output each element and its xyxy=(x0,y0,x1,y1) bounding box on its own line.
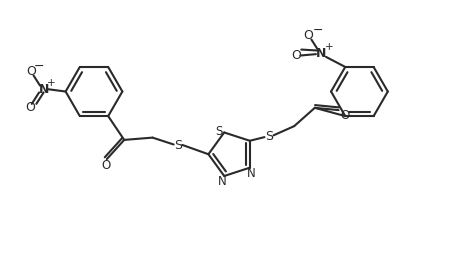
Text: +: + xyxy=(324,42,333,52)
Text: N: N xyxy=(38,83,49,96)
Text: S: S xyxy=(174,139,182,152)
Text: O: O xyxy=(25,101,35,114)
Text: S: S xyxy=(215,125,223,138)
Text: N: N xyxy=(218,175,227,188)
Text: N: N xyxy=(247,167,256,180)
Text: −: − xyxy=(312,24,323,37)
Text: −: − xyxy=(34,60,44,73)
Text: O: O xyxy=(291,49,301,62)
Text: +: + xyxy=(47,78,55,88)
Text: O: O xyxy=(303,29,313,42)
Text: O: O xyxy=(102,160,111,172)
Text: N: N xyxy=(316,47,327,60)
Text: S: S xyxy=(265,130,273,143)
Text: O: O xyxy=(26,65,36,78)
Text: O: O xyxy=(340,109,349,122)
